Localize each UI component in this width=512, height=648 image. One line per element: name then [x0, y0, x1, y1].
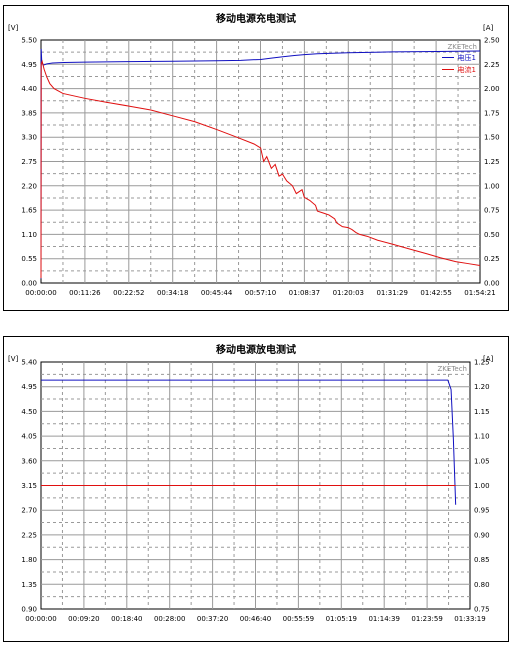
x-tick-label: 01:31:29	[376, 289, 407, 297]
series-line-current	[40, 59, 481, 279]
y-left-tick-label: 2.70	[21, 507, 37, 515]
y-left-tick-label: 4.50	[21, 408, 37, 416]
x-tick-label: 00:28:00	[154, 615, 185, 623]
y-left-tick-label: 2.25	[21, 531, 37, 539]
y-right-tick-label: 0.00	[484, 280, 500, 288]
x-tick-label: 01:42:55	[420, 289, 451, 297]
x-tick-label: 01:54:21	[464, 289, 495, 297]
y-left-tick-label: 5.50	[21, 37, 37, 45]
y-right-tick-label: 0.75	[484, 207, 500, 215]
y-right-tick-label: 0.50	[484, 231, 500, 239]
x-tick-label: 00:46:40	[240, 615, 271, 623]
y-right-tick-label: 2.50	[484, 37, 500, 45]
y-left-tick-label: 4.95	[21, 383, 37, 391]
x-tick-label: 00:55:59	[283, 615, 314, 623]
right-axis-unit: [A]	[483, 24, 494, 32]
y-left-tick-label: 4.05	[21, 433, 37, 441]
x-tick-label: 01:05:19	[326, 615, 357, 623]
y-left-tick-label: 0.00	[21, 280, 37, 288]
y-right-tick-label: 2.25	[484, 61, 500, 69]
y-left-tick-label: 3.30	[21, 134, 37, 142]
y-left-tick-label: 3.15	[21, 482, 37, 490]
x-tick-label: 00:57:10	[245, 289, 276, 297]
x-tick-label: 00:18:40	[111, 615, 142, 623]
watermark-text: ZKETech	[438, 365, 468, 373]
y-left-tick-label: 2.75	[21, 158, 37, 166]
discharge-chart-panel: 移动电源放电测试 [V] [A] 5.40 1.25 4.95 1.20 4.50 1.15 4.…	[3, 336, 509, 642]
y-left-tick-label: 0.90	[21, 606, 37, 614]
y-left-tick-label: 4.40	[21, 85, 37, 93]
right-axis-unit: [A]	[483, 355, 494, 363]
y-right-tick-label: 0.25	[484, 255, 500, 263]
y-right-tick-label: 1.15	[474, 408, 490, 416]
legend-entry: 电压1	[458, 53, 476, 62]
y-right-tick-label: 1.00	[474, 482, 490, 490]
y-left-tick-label: 3.85	[21, 109, 37, 117]
y-right-tick-label: 0.95	[474, 507, 490, 515]
y-right-tick-label: 1.10	[474, 433, 490, 441]
left-axis-unit: [V]	[8, 24, 19, 32]
legend-entry: 电流1	[458, 65, 476, 74]
x-tick-label: 01:08:37	[289, 289, 320, 297]
x-tick-label: 00:11:26	[69, 289, 101, 297]
y-right-tick-label: 0.80	[474, 581, 490, 589]
x-tick-label: 01:33:19	[454, 615, 485, 623]
y-right-tick-label: 1.00	[484, 182, 500, 190]
x-tick-label: 01:23:59	[411, 615, 442, 623]
y-left-tick-label: 5.40	[21, 359, 37, 367]
y-right-tick-label: 0.90	[474, 531, 490, 539]
y-left-tick-label: 1.65	[21, 207, 37, 215]
y-right-tick-label: 0.85	[474, 556, 490, 564]
y-right-tick-label: 1.20	[474, 383, 490, 391]
series-line-voltage	[40, 48, 481, 279]
x-tick-label: 00:34:18	[157, 289, 188, 297]
series-line-voltage	[41, 379, 457, 505]
y-left-tick-label: 3.60	[21, 457, 37, 465]
chart-title: 移动电源放电测试	[216, 343, 296, 356]
x-tick-label: 00:22:52	[113, 289, 144, 297]
y-right-tick-label: 1.05	[474, 457, 490, 465]
y-right-tick-label: 1.75	[484, 109, 500, 117]
y-right-tick-label: 0.75	[474, 606, 490, 614]
x-tick-label: 00:00:00	[25, 289, 56, 297]
y-left-tick-label: 1.10	[21, 231, 37, 239]
y-left-tick-label: 2.20	[21, 182, 37, 190]
y-left-tick-label: 0.55	[21, 255, 37, 263]
y-left-tick-label: 1.35	[21, 581, 37, 589]
chart-title: 移动电源充电测试	[216, 12, 296, 25]
watermark-text: ZKETech	[448, 43, 478, 51]
x-tick-label: 01:14:39	[368, 615, 399, 623]
x-tick-label: 00:45:44	[201, 289, 233, 297]
discharge-chart: 移动电源放电测试 [V] [A] 5.40 1.25 4.95 1.20 4.50 1.15 4.…	[8, 343, 494, 623]
charge-chart-panel: 移动电源充电测试 [V] [A] 5.50 2.50 4.95 2.25 4.40 2.00 3.…	[3, 5, 509, 311]
y-right-tick-label: 2.00	[484, 85, 500, 93]
y-left-tick-label: 4.95	[21, 61, 37, 69]
x-tick-label: 01:20:03	[333, 289, 364, 297]
y-right-tick-label: 1.25	[474, 359, 490, 367]
y-left-tick-label: 1.80	[21, 556, 37, 564]
y-right-tick-label: 1.25	[484, 158, 500, 166]
x-tick-label: 00:09:20	[68, 615, 99, 623]
y-right-tick-label: 1.50	[484, 134, 500, 142]
x-tick-label: 00:37:20	[197, 615, 228, 623]
left-axis-unit: [V]	[8, 355, 19, 363]
charge-chart: 移动电源充电测试 [V] [A] 5.50 2.50 4.95 2.25 4.40 2.00 3.…	[8, 12, 500, 297]
x-tick-label: 00:00:00	[25, 615, 56, 623]
